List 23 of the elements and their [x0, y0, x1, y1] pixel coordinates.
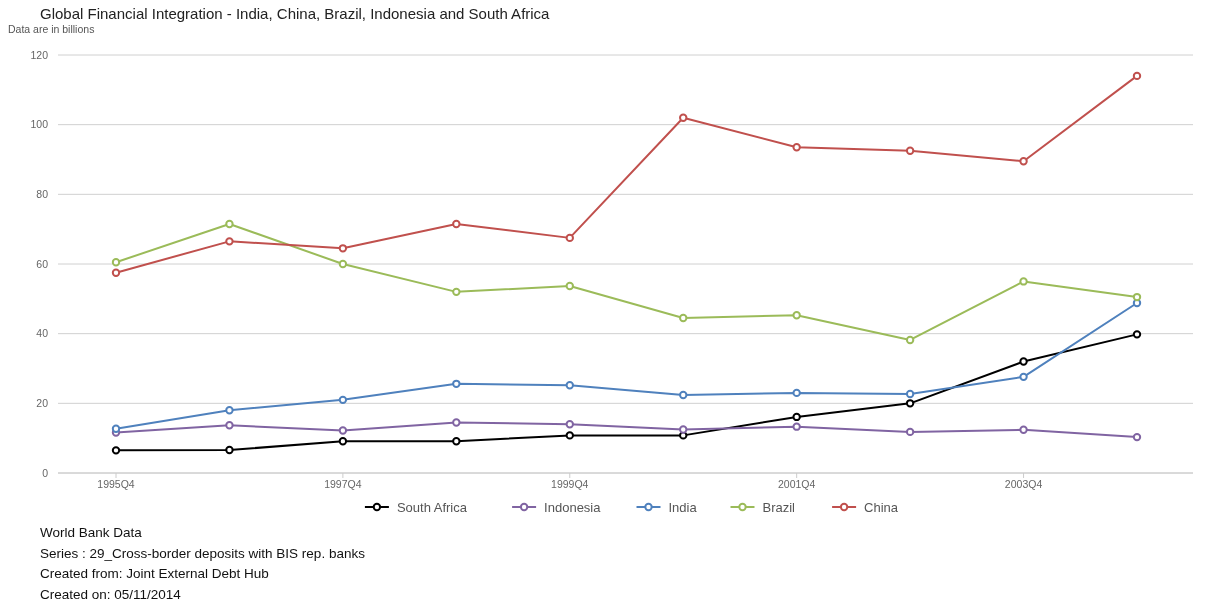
- y-tick-label: 80: [36, 188, 49, 201]
- x-tick-label: 2003Q4: [1004, 478, 1043, 490]
- y-tick-label: 40: [36, 327, 49, 340]
- text: Created from: Joint External Debt Hub: [40, 566, 269, 581]
- x-tick-label: 2001Q4: [777, 478, 816, 490]
- text: World Bank Data: [40, 525, 143, 540]
- y-tick-label: 60: [36, 257, 49, 270]
- y-tick-label: 120: [30, 48, 49, 61]
- x-tick-label: 1999Q4: [551, 478, 589, 490]
- legend-label: Indonesia: [544, 499, 602, 515]
- legend-label: India: [668, 499, 698, 515]
- legend-label: China: [864, 499, 899, 515]
- y-tick-label: 20: [36, 397, 49, 410]
- x-tick-label: 1997Q4: [324, 478, 362, 490]
- chart-title: Global Financial Integration - India, China, Brazil, Indonesia and South Africa: [40, 5, 551, 22]
- chart-subtitle: Data are in billions: [8, 23, 95, 35]
- y-tick-label: 0: [42, 466, 49, 479]
- text: Created on: 05/11/2014: [40, 586, 182, 602]
- legend-label: Brazil: [762, 499, 796, 515]
- text: Series : 29_Cross-border deposits with BIS rep. banks: [40, 545, 366, 561]
- y-tick-label: 100: [30, 118, 49, 131]
- x-tick-label: 1995Q4: [97, 478, 135, 490]
- legend-label: South Africa: [396, 499, 468, 515]
